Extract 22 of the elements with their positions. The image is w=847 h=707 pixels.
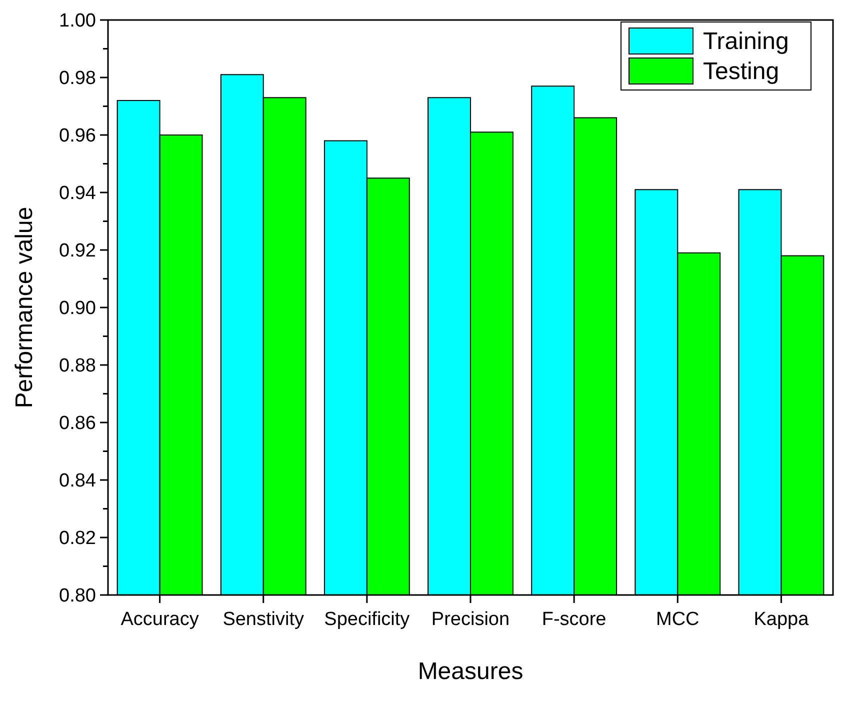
legend-label: Testing bbox=[703, 58, 780, 85]
y-tick-label: 0.84 bbox=[59, 470, 96, 492]
x-tick-label: Kappa bbox=[754, 609, 810, 630]
x-tick-label: Precision bbox=[431, 609, 510, 630]
x-axis-title: Measures bbox=[418, 658, 524, 685]
x-tick-label: F-score bbox=[542, 609, 606, 630]
legend-label: Training bbox=[703, 28, 789, 55]
x-tick-label: Accuracy bbox=[120, 609, 200, 630]
x-tick-label: Specificity bbox=[324, 609, 410, 630]
y-tick-label: 0.92 bbox=[59, 240, 96, 262]
x-tick-label: Senstivity bbox=[222, 609, 305, 630]
y-tick-label: 0.82 bbox=[59, 528, 96, 550]
y-axis-title: Performance value bbox=[11, 206, 38, 408]
y-tick-label: 0.88 bbox=[59, 356, 96, 377]
y-tick-label: 0.94 bbox=[59, 183, 96, 204]
y-tick-label: 0.86 bbox=[59, 413, 96, 434]
y-tick-label: 0.80 bbox=[59, 586, 96, 607]
y-tick-label: 0.96 bbox=[59, 126, 96, 147]
y-tick-label: 0.98 bbox=[59, 68, 96, 90]
x-tick-label: MCC bbox=[656, 609, 700, 630]
y-tick-label: 1.00 bbox=[59, 10, 96, 32]
y-tick-label: 0.90 bbox=[59, 298, 96, 320]
